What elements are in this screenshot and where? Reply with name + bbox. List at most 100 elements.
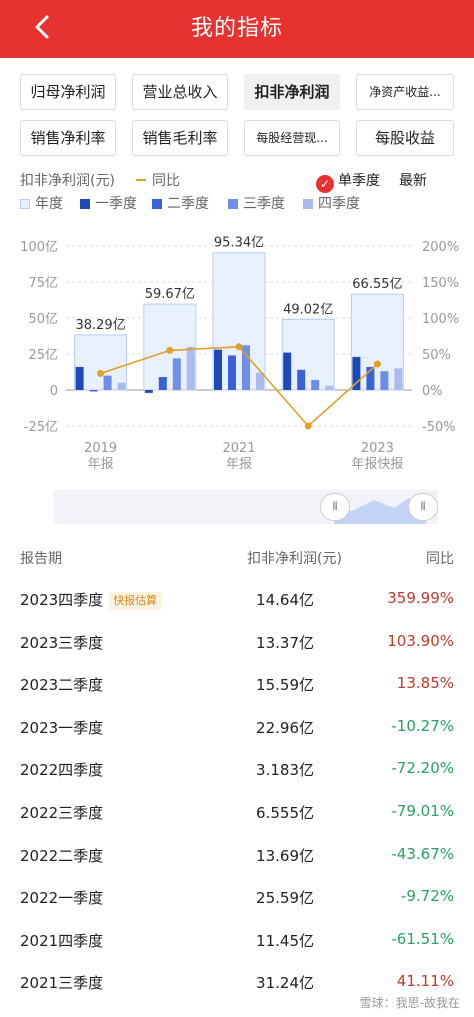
row-value: 6.555亿 [256,804,314,822]
quarter-bar-q4 [325,385,334,390]
annual-value-label: 38.29亿 [75,318,125,333]
slider-handle-left[interactable]: ⦀ [320,493,350,521]
quarter-bar-q4 [256,372,264,390]
y-tick-label: 25亿 [28,348,58,363]
table-row[interactable]: 2022二季度 13.69亿 -43.67% [0,834,474,876]
y2-tick-label: 200% [422,240,459,255]
table-row[interactable]: 2023二季度 15.59亿 13.85% [0,663,474,705]
quarter-bar-q3 [242,345,250,390]
y-tick-label: 75亿 [28,276,58,291]
table-row[interactable]: 2021四季度 11.45亿 -61.51% [0,919,474,961]
table-row[interactable]: 2022三季度 6.555亿 -79.01% [0,791,474,833]
quarter-bar-q1 [144,390,153,393]
quarter-bar-q4 [117,382,126,390]
back-button[interactable] [26,10,60,44]
table-row[interactable]: 2023三季度 13.37亿 103.90% [0,621,474,663]
single-quarter-toggle[interactable]: ✓ 单季度 [316,171,380,193]
tab-net-margin[interactable]: 销售净利率 [20,120,116,156]
yoy-point [373,360,381,368]
annual-value-label: 66.55亿 [352,277,402,292]
range-slider[interactable]: ⦀ ⦀ [54,490,438,524]
row-value: 22.96亿 [256,718,314,737]
yoy-point [166,346,174,354]
quarter-bar-q4 [186,346,195,390]
row-period: 2022四季度 [20,761,104,780]
row-yoy: -79.01% [391,802,454,820]
tab-total-revenue[interactable]: 营业总收入 [132,74,228,110]
table-row[interactable]: 2023四季度 快报估算 14.64亿 359.99% [0,578,474,620]
quarter-bar-q1 [352,356,361,390]
tab-roe[interactable]: 净资产收益... [356,74,454,110]
annual-value-label: 95.34亿 [214,236,264,251]
row-value: 11.45亿 [256,931,314,950]
row-yoy: 41.11% [396,972,454,991]
y-tick-label: -25亿 [24,420,58,435]
table-row[interactable]: 2023一季度 22.96亿 -10.27% [0,706,474,748]
row-value: 14.64亿 [256,591,314,609]
row-yoy: -9.72% [400,887,454,906]
quarter-bar-q2 [158,377,167,390]
row-yoy: -43.67% [391,844,454,863]
annual-value-label: 59.67亿 [145,287,195,302]
quarter-bar-q1 [75,366,84,390]
row-period: 2023四季度 快报估算 [20,589,162,610]
legend-yoy: 同比 [136,171,180,191]
slider-handle-right[interactable]: ⦀ [408,493,438,521]
row-yoy: -72.20% [391,759,454,778]
chevron-left-icon [35,15,49,39]
quarter-bar-q4 [394,368,403,390]
header-yoy: 同比 [426,551,454,567]
y2-tick-label: -50% [422,420,456,435]
x-tick-label: 2021 [222,441,255,456]
row-period: 2021四季度 [20,931,104,950]
yoy-point [235,343,243,351]
row-value: 25.59亿 [256,889,314,908]
row-yoy: -61.51% [391,929,454,948]
y2-tick-label: 50% [422,348,451,363]
header-value: 扣非净利润(元) [247,551,342,567]
y-tick-label: 100亿 [20,240,58,255]
yoy-line-swatch [136,179,146,181]
legend-q3[interactable]: 三季度 [228,194,285,214]
x-tick-label: 2023 [361,441,394,456]
quarter-bar-q3 [380,371,389,390]
tab-deducted-net-profit[interactable]: 扣非净利润 [244,74,340,110]
quarter-bar-q2 [228,355,236,390]
row-period: 2023二季度 [20,676,104,695]
legend-q4[interactable]: 四季度 [303,194,360,214]
row-period: 2023三季度 [20,633,104,652]
legend-q2[interactable]: 二季度 [152,194,209,214]
tab-eps[interactable]: 每股收益 [356,120,454,156]
table-row[interactable]: 2021三季度 31.24亿 41.11% [0,961,474,1003]
yoy-point [97,369,105,377]
row-value: 3.183亿 [256,761,314,780]
row-value: 13.37亿 [256,633,314,652]
tab-operating-cashflow-per-share[interactable]: 每股经营现... [244,120,340,156]
row-period: 2022二季度 [20,846,104,865]
quarter-bar-q2 [89,390,98,392]
x-tick-label: 年报 [88,457,114,472]
app-header: 我的指标 [0,0,474,58]
row-value: 15.59亿 [256,676,314,695]
quarter-bar-q3 [311,379,320,390]
y-tick-label: 0 [50,384,58,399]
row-yoy: -10.27% [391,716,454,735]
row-yoy: 359.99% [387,589,454,607]
tab-parent-net-profit[interactable]: 归母净利润 [20,74,116,110]
annual-value-label: 49.02亿 [283,302,333,317]
legend-annual[interactable]: 年度 [20,194,63,214]
chart-legend-series: 年度 一季度 二季度 三季度 四季度 [20,194,460,214]
tab-gross-margin[interactable]: 销售毛利率 [132,120,228,156]
x-tick-label: 年报 [226,457,252,472]
slider-sparkline [334,498,426,524]
table-header: 报告期 扣非净利润(元) 同比 [0,544,474,572]
y2-tick-label: 100% [422,312,459,327]
latest-toggle[interactable]: 最新 [399,173,427,189]
table-row[interactable]: 2022四季度 3.183亿 -72.20% [0,748,474,790]
page-title: 我的指标 [190,16,283,41]
legend-q1[interactable]: 一季度 [80,194,137,214]
quarter-bar-q3 [103,375,112,390]
table-row[interactable]: 2022一季度 25.59亿 -9.72% [0,876,474,918]
watermark: 雪球：我思-故我在 [359,996,460,1010]
quarter-bar-q1 [283,352,292,390]
